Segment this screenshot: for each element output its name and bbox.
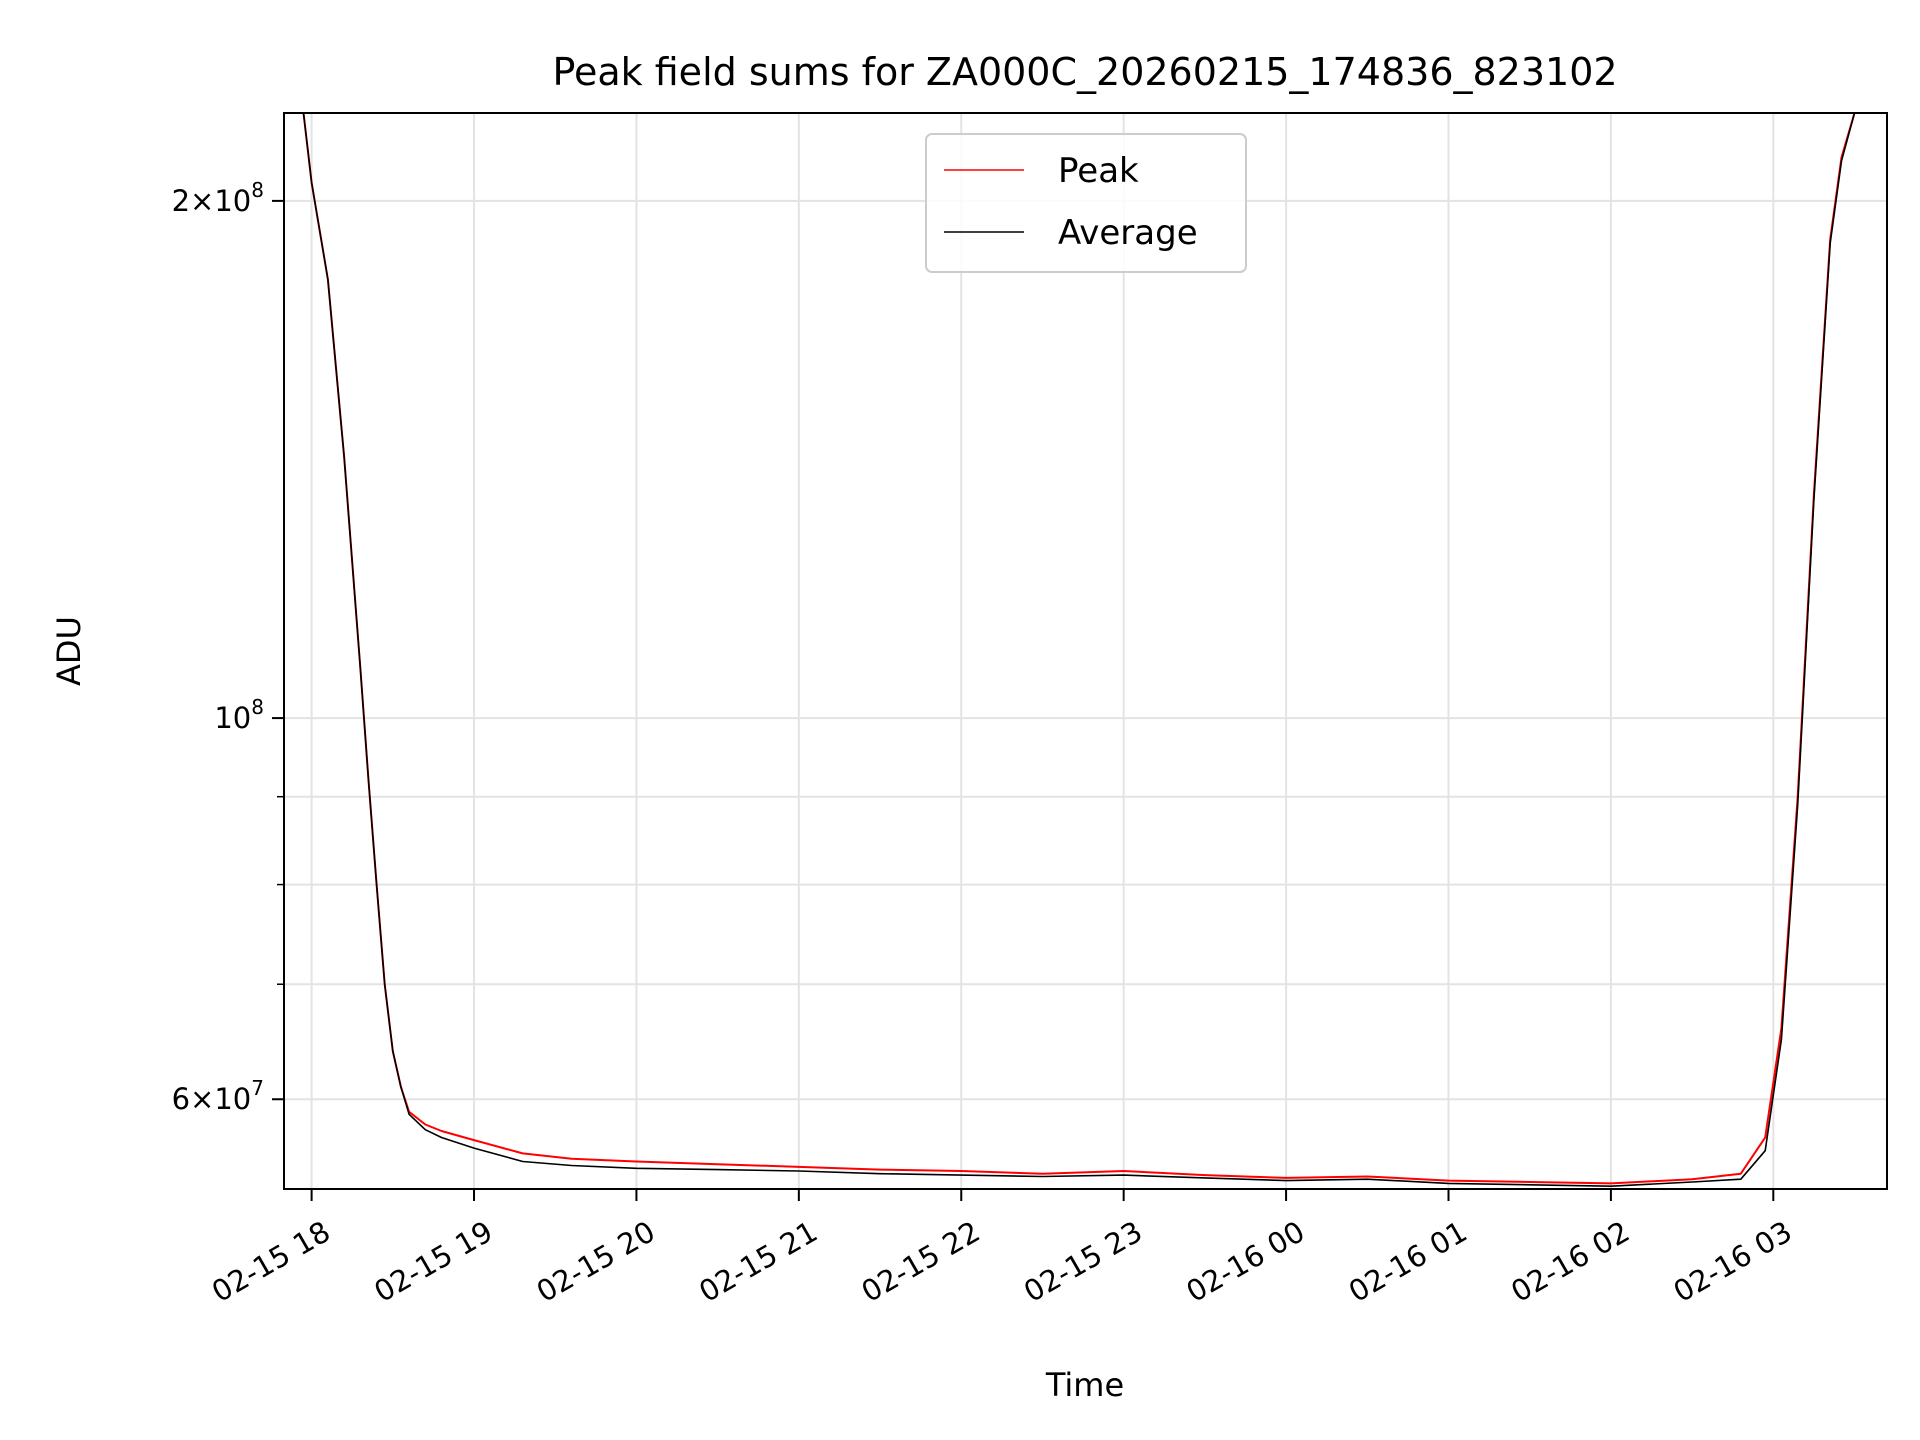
series-layer: [287, 113, 1887, 1187]
y-tick-label: 2×108: [172, 178, 264, 218]
plot-area-frame: [283, 112, 1888, 1190]
y-axis: 2×108 108 6×107: [172, 178, 284, 1116]
legend-box: [925, 133, 1247, 273]
legend: Peak Average: [925, 133, 1247, 273]
legend-average-label: Average: [1058, 213, 1198, 253]
series-line-average: [287, 113, 1887, 1187]
chart-title: Peak field sums for ZA000C_20260215_1748…: [552, 50, 1617, 94]
y-tick-label: 6×107: [172, 1076, 264, 1116]
x-axis-label: Time: [1045, 1366, 1124, 1404]
y-axis-label: ADU: [50, 616, 88, 686]
legend-peak-label: Peak: [1058, 151, 1139, 191]
y-tick-label: 108: [214, 695, 264, 735]
